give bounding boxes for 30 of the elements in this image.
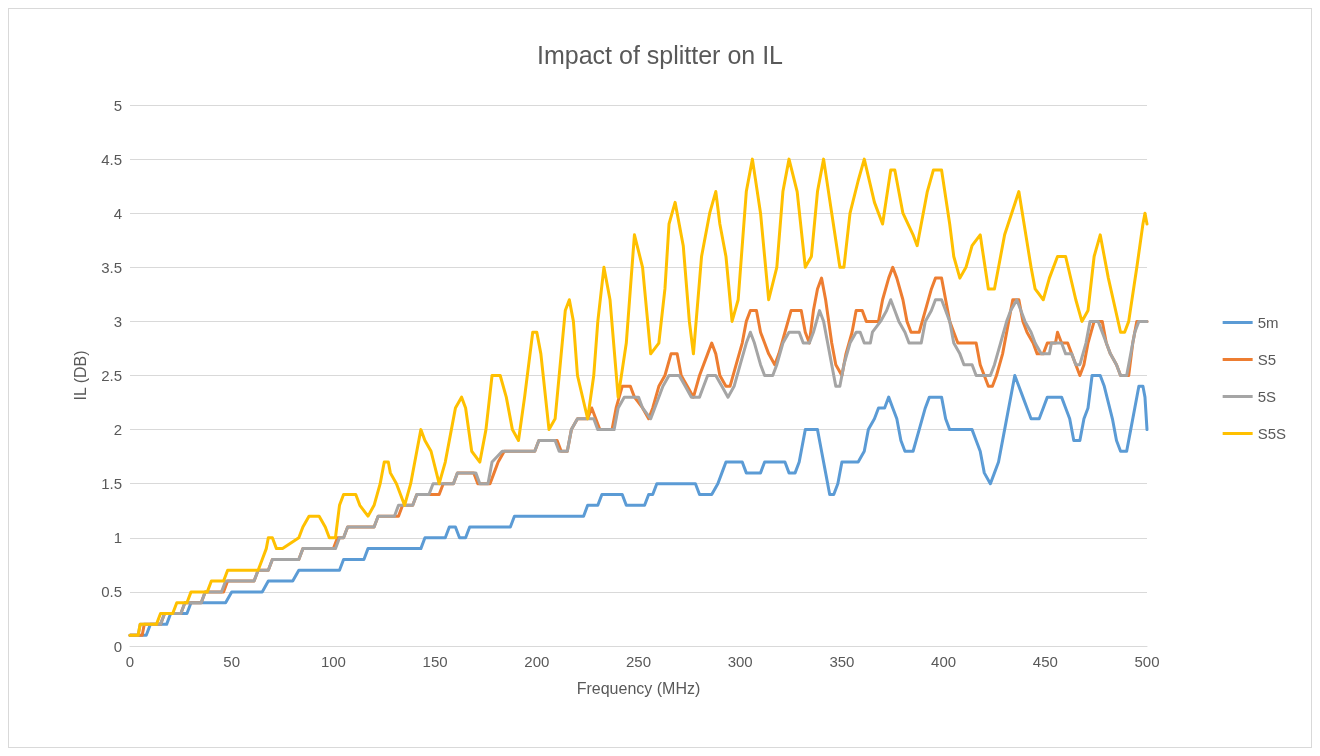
chart-title: Impact of splitter on IL xyxy=(537,40,784,69)
y-tick-label: 5 xyxy=(113,96,122,114)
x-tick-label: 150 xyxy=(422,653,448,670)
x-axis-title: Frequency (MHz) xyxy=(576,679,701,697)
x-tick-label: 300 xyxy=(727,653,753,670)
x-tick-label: 200 xyxy=(524,653,550,670)
y-tick-label: 0.5 xyxy=(101,583,122,601)
legend-label: S5 xyxy=(1257,351,1277,368)
x-tick-label: 250 xyxy=(625,653,652,670)
x-tick-label: 400 xyxy=(931,653,957,670)
legend-label: 5m xyxy=(1257,314,1279,331)
line-series xyxy=(128,157,1149,637)
y-tick-label: 3.5 xyxy=(101,258,122,276)
x-tick-label: 350 xyxy=(829,653,855,670)
y-tick-label: 4.5 xyxy=(101,150,122,168)
y-tick-label: 2.5 xyxy=(101,367,122,384)
x-tick-label: 100 xyxy=(320,653,346,670)
y-tick-label: 3 xyxy=(113,312,122,330)
y-tick-label: 1 xyxy=(113,529,122,547)
y-tick-label: 4 xyxy=(113,204,122,222)
y-tick-label: 0 xyxy=(113,637,122,655)
y-axis-title: IL (DB) xyxy=(71,350,89,401)
x-tick-label: 0 xyxy=(125,653,135,670)
legend-label: S5S xyxy=(1257,425,1287,442)
y-tick-label: 1.5 xyxy=(101,475,122,493)
x-tick-label: 450 xyxy=(1032,653,1058,670)
legend-label: 5S xyxy=(1257,388,1277,405)
x-tick-label: 50 xyxy=(223,653,241,670)
x-tick-label: 500 xyxy=(1134,653,1160,670)
y-tick-label: 2 xyxy=(113,421,122,439)
